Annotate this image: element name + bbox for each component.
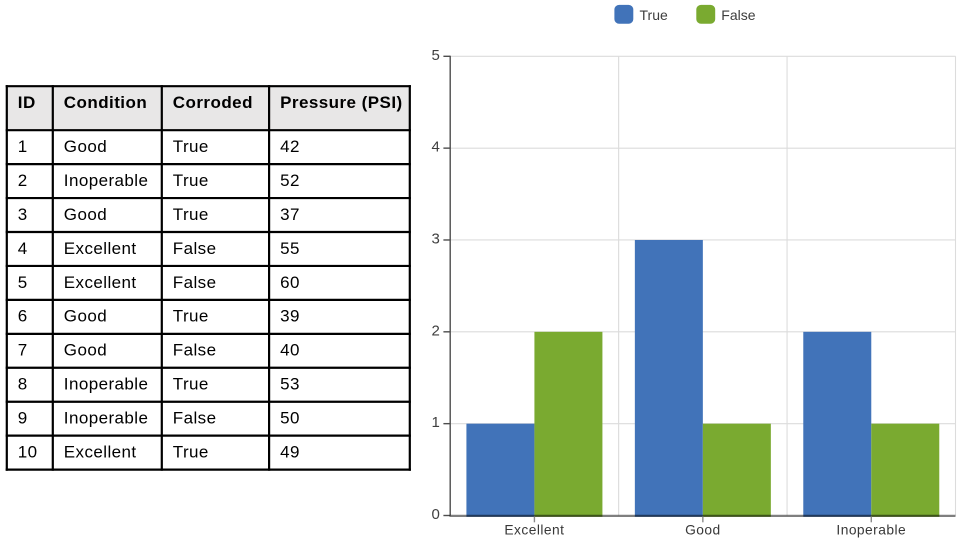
svg-text:Good: Good xyxy=(64,137,107,156)
svg-text:3: 3 xyxy=(431,230,439,247)
svg-text:Inoperable: Inoperable xyxy=(836,523,906,538)
svg-text:1: 1 xyxy=(18,137,28,156)
svg-text:0: 0 xyxy=(431,506,439,523)
svg-text:Good: Good xyxy=(64,341,107,360)
svg-text:Excellent: Excellent xyxy=(504,523,564,538)
svg-text:True: True xyxy=(173,205,209,224)
svg-text:Pressure (PSI): Pressure (PSI) xyxy=(280,93,403,112)
svg-text:True: True xyxy=(173,137,209,156)
svg-text:False: False xyxy=(173,341,217,360)
svg-text:Inoperable: Inoperable xyxy=(64,409,149,428)
svg-text:5: 5 xyxy=(431,47,439,64)
svg-text:53: 53 xyxy=(280,375,300,394)
svg-text:Good: Good xyxy=(64,205,107,224)
svg-text:39: 39 xyxy=(280,307,300,326)
svg-text:True: True xyxy=(173,375,209,394)
svg-text:7: 7 xyxy=(18,341,28,360)
svg-text:False: False xyxy=(173,239,217,258)
svg-text:True: True xyxy=(173,307,209,326)
svg-text:42: 42 xyxy=(280,137,300,156)
svg-text:Condition: Condition xyxy=(64,93,147,112)
svg-text:6: 6 xyxy=(18,307,28,326)
svg-text:60: 60 xyxy=(280,273,300,292)
svg-text:Excellent: Excellent xyxy=(64,273,137,292)
svg-text:2: 2 xyxy=(18,171,28,190)
svg-text:3: 3 xyxy=(18,205,28,224)
svg-text:52: 52 xyxy=(280,171,300,190)
svg-text:4: 4 xyxy=(431,139,439,156)
svg-text:Corroded: Corroded xyxy=(173,93,253,112)
svg-text:4: 4 xyxy=(18,239,28,258)
svg-text:ID: ID xyxy=(18,93,36,112)
svg-text:Inoperable: Inoperable xyxy=(64,375,149,394)
svg-text:Good: Good xyxy=(685,523,721,538)
svg-text:1: 1 xyxy=(431,414,439,431)
svg-text:37: 37 xyxy=(280,205,300,224)
svg-text:False: False xyxy=(173,409,217,428)
svg-text:55: 55 xyxy=(280,239,300,258)
svg-text:Excellent: Excellent xyxy=(64,442,137,461)
svg-text:2: 2 xyxy=(431,322,439,339)
svg-text:Excellent: Excellent xyxy=(64,239,137,258)
svg-text:8: 8 xyxy=(18,375,28,394)
svg-text:True: True xyxy=(640,7,668,23)
svg-text:49: 49 xyxy=(280,442,300,461)
svg-text:10: 10 xyxy=(18,442,38,461)
svg-text:9: 9 xyxy=(18,409,28,428)
svg-text:Good: Good xyxy=(64,307,107,326)
svg-text:True: True xyxy=(173,171,209,190)
svg-text:40: 40 xyxy=(280,341,300,360)
svg-text:True: True xyxy=(173,442,209,461)
svg-text:False: False xyxy=(721,7,755,23)
svg-text:False: False xyxy=(173,273,217,292)
svg-text:50: 50 xyxy=(280,409,300,428)
svg-text:Inoperable: Inoperable xyxy=(64,171,149,190)
svg-text:5: 5 xyxy=(18,273,28,292)
